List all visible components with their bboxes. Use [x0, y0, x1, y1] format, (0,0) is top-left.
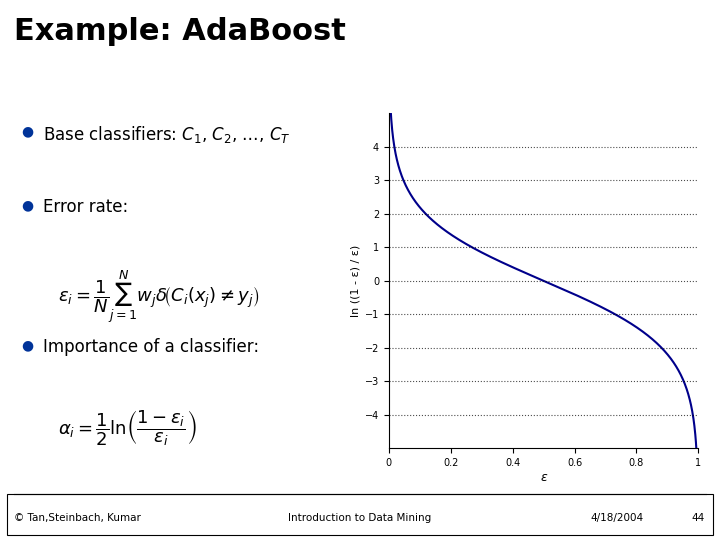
Text: $\varepsilon_i = \dfrac{1}{N}\sum_{j=1}^{N} w_j \delta\!\left(C_i(x_j) \neq y_j\: $\varepsilon_i = \dfrac{1}{N}\sum_{j=1}^… [58, 268, 259, 325]
Text: 4/18/2004: 4/18/2004 [590, 514, 644, 523]
Text: ●: ● [22, 338, 34, 352]
X-axis label: ε: ε [540, 471, 547, 484]
Text: Example: AdaBoost: Example: AdaBoost [14, 17, 346, 46]
Text: ●: ● [22, 198, 34, 212]
Text: Introduction to Data Mining: Introduction to Data Mining [289, 514, 431, 523]
Text: Error rate:: Error rate: [43, 198, 128, 217]
Text: Importance of a classifier:: Importance of a classifier: [43, 338, 259, 356]
Y-axis label: ln ((1 - ε) / ε): ln ((1 - ε) / ε) [351, 245, 361, 317]
Text: © Tan,Steinbach, Kumar: © Tan,Steinbach, Kumar [14, 514, 141, 523]
Text: 44: 44 [691, 514, 704, 523]
Text: ●: ● [22, 124, 34, 138]
Text: $\alpha_i = \dfrac{1}{2}\ln\!\left(\dfrac{1 - \varepsilon_i}{\varepsilon_i}\righ: $\alpha_i = \dfrac{1}{2}\ln\!\left(\dfra… [58, 408, 197, 447]
Text: Base classifiers: $C_1$, $C_2$, …, $C_T$: Base classifiers: $C_1$, $C_2$, …, $C_T$ [43, 124, 291, 145]
